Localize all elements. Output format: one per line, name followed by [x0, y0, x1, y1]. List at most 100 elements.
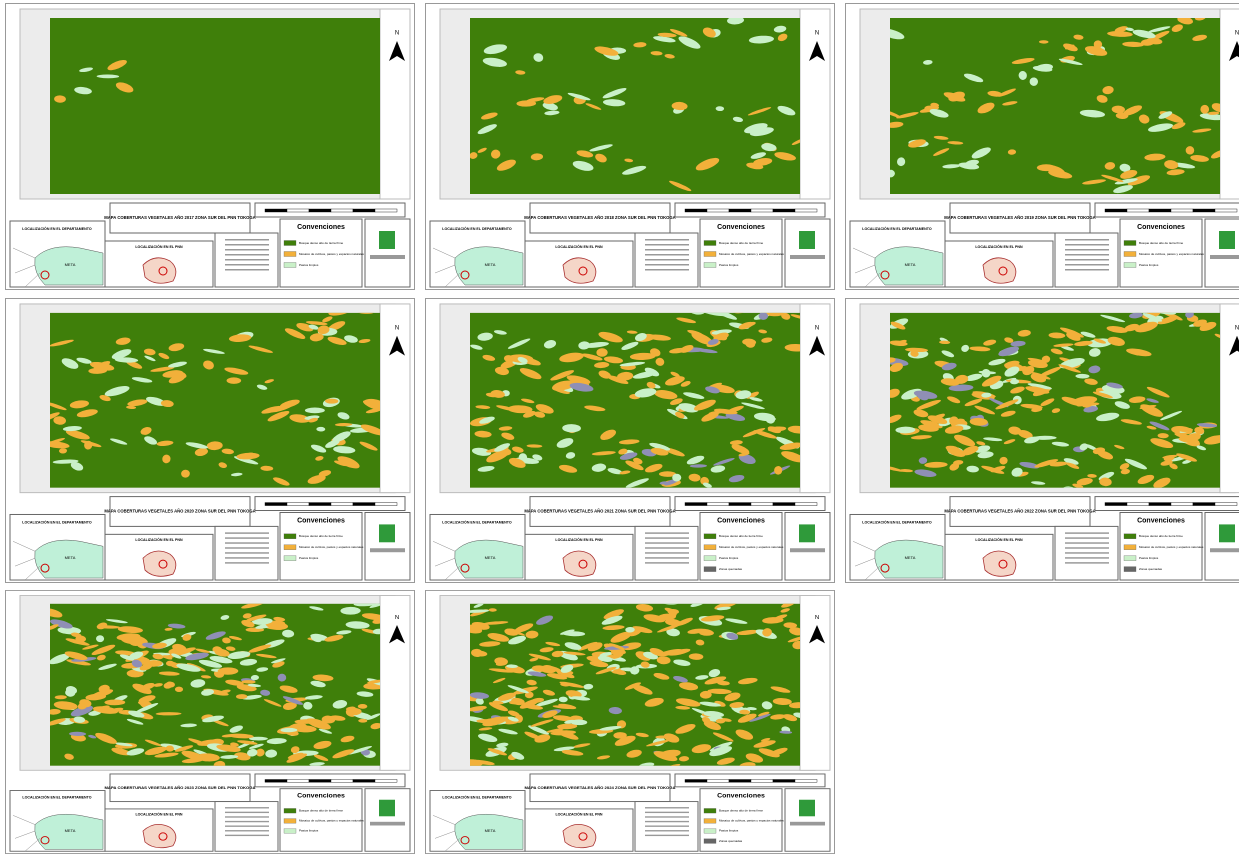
- reference-line: [645, 542, 689, 543]
- scale-segment: [1171, 503, 1193, 506]
- reference-line: [645, 537, 689, 538]
- map-title: MAPA COBERTURAS VEGETALES AÑO 2019 ZONA …: [944, 215, 1095, 220]
- map-panel: N MAPA COBERTURAS VEGETALES AÑO 2023 ZONA…: [6, 590, 415, 853]
- reference-line: [225, 537, 269, 538]
- north-label: N: [1235, 325, 1239, 331]
- reference-line: [645, 562, 689, 563]
- scale-segment: [685, 503, 707, 506]
- legend-title: Convenciones: [1137, 224, 1185, 231]
- scale-segment: [353, 503, 375, 506]
- reference-line: [225, 264, 269, 266]
- logo-box: [1205, 219, 1239, 287]
- logo-box: [785, 789, 830, 852]
- scale-segment: [1215, 503, 1237, 506]
- scale-segment: [375, 779, 397, 782]
- legend-swatch: [1124, 263, 1136, 268]
- map-title: MAPA COBERTURAS VEGETALES AÑO 2017 ZONA …: [104, 215, 255, 220]
- cover-patch: [358, 704, 368, 709]
- reference-line: [645, 816, 689, 817]
- legend-item: Pastos limpios: [719, 556, 739, 560]
- inset-label: META: [905, 555, 916, 560]
- scale-segment: [685, 779, 707, 782]
- inset-label: META: [905, 262, 916, 267]
- reference-line: [225, 552, 269, 553]
- inset-label: META: [485, 555, 496, 560]
- reference-line: [645, 807, 689, 808]
- reference-line: [225, 542, 269, 543]
- reference-line: [645, 532, 689, 533]
- inset-label: META: [485, 829, 496, 833]
- legend-item: Pastos limpios: [719, 829, 739, 833]
- logo-box: [785, 219, 830, 287]
- scale-segment: [1127, 503, 1149, 506]
- legend-item: Mosaico de cultivos, pastos y espacios n…: [719, 819, 784, 823]
- legend-swatch: [704, 263, 716, 268]
- scale-segment: [685, 209, 707, 212]
- legend-swatch: [1124, 556, 1136, 561]
- loc-dept-label: LOCALIZACIÓN EN EL DEPARTAMENTO: [442, 519, 512, 524]
- reference-line: [225, 259, 269, 261]
- legend-item: Zonas quemadas: [719, 567, 743, 571]
- reference-line: [645, 557, 689, 558]
- reference-line: [1065, 249, 1109, 251]
- north-label: N: [395, 31, 399, 37]
- logo: [1219, 231, 1235, 249]
- map-title: MAPA COBERTURAS VEGETALES AÑO 2021 ZONA …: [524, 509, 675, 514]
- reference-line: [645, 830, 689, 831]
- legend-item: Bosque denso alto de tierra firme: [1139, 534, 1183, 538]
- reference-line: [1065, 557, 1109, 558]
- logo-caption: [1210, 255, 1239, 259]
- cover-patch: [672, 474, 681, 482]
- legend-item: Bosque denso alto de tierra firme: [719, 534, 763, 538]
- loc-park-label: LOCALIZACIÓN EN EL PNN: [975, 244, 1023, 249]
- logo: [799, 524, 815, 542]
- logo: [799, 231, 815, 249]
- legend-swatch: [704, 545, 716, 550]
- north-label: N: [395, 615, 399, 621]
- legend-swatch: [284, 252, 296, 257]
- reference-line: [645, 812, 689, 813]
- legend-item: Mosaico de cultivos, pastos y espacios n…: [299, 819, 364, 823]
- inset-label: META: [65, 555, 76, 560]
- legend-swatch: [704, 819, 716, 824]
- map-margin: [380, 596, 410, 771]
- legend-item: Pastos limpios: [299, 263, 319, 267]
- north-label: N: [815, 31, 819, 37]
- reference-line: [645, 264, 689, 266]
- legend-item: Zonas quemadas: [719, 839, 743, 843]
- map-title: MAPA COBERTURAS VEGETALES AÑO 2023 ZONA …: [104, 785, 255, 790]
- reference-line: [225, 269, 269, 271]
- logo: [379, 231, 395, 249]
- logo-caption: [370, 548, 405, 552]
- legend-title: Convenciones: [717, 224, 765, 231]
- reference-line: [1065, 562, 1109, 563]
- loc-dept-label: LOCALIZACIÓN EN EL DEPARTAMENTO: [22, 795, 91, 800]
- scale-segment: [353, 209, 375, 212]
- reference-line: [225, 816, 269, 817]
- logo-box: [365, 219, 410, 287]
- logo: [379, 800, 395, 817]
- scale-segment: [331, 503, 353, 506]
- legend-item: Pastos limpios: [299, 556, 319, 560]
- legend-swatch: [1124, 241, 1136, 246]
- legend-item: Pastos limpios: [1139, 263, 1159, 267]
- legend-item: Mosaico de cultivos, pastos y espacios n…: [719, 545, 784, 549]
- scale-segment: [729, 779, 751, 782]
- reference-line: [225, 830, 269, 831]
- reference-line: [225, 557, 269, 558]
- inset-label: META: [65, 829, 76, 833]
- loc-dept-label: LOCALIZACIÓN EN EL DEPARTAMENTO: [442, 226, 512, 231]
- scale-segment: [287, 503, 309, 506]
- logo-caption: [1210, 548, 1239, 552]
- legend-swatch: [704, 839, 716, 844]
- loc-dept-label: LOCALIZACIÓN EN EL DEPARTAMENTO: [862, 226, 932, 231]
- legend-swatch: [1124, 534, 1136, 539]
- north-label: N: [815, 325, 819, 331]
- legend-swatch: [1124, 545, 1136, 550]
- reference-line: [645, 269, 689, 271]
- scale-segment: [1149, 503, 1171, 506]
- scale-segment: [707, 209, 729, 212]
